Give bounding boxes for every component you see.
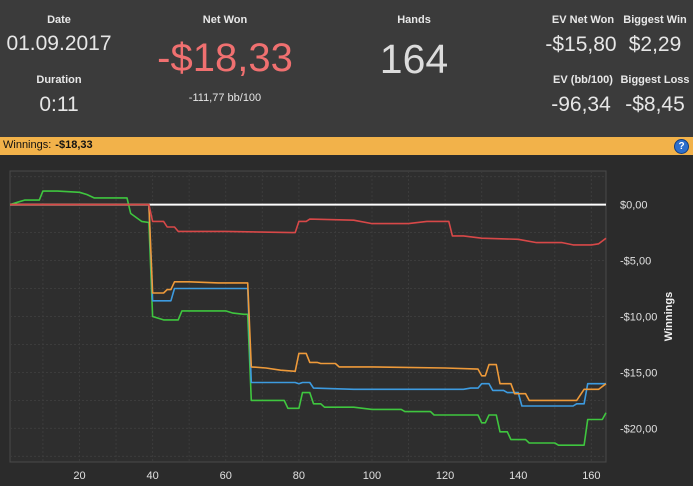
- series-line-4: [10, 203, 607, 246]
- help-icon[interactable]: ?: [674, 139, 689, 154]
- winnings-label: Winnings:: [3, 139, 52, 151]
- net-won-label: Net Won: [202, 14, 248, 26]
- x-tick-label: 160: [582, 470, 600, 482]
- biggest-win-value: $2,29: [628, 33, 682, 56]
- y-tick-label: -$15,00: [620, 367, 657, 379]
- winnings-value: -$18,33: [55, 139, 93, 151]
- ev-net-won-label: EV Net Won: [551, 14, 615, 26]
- y-tick-label: -$10,00: [620, 312, 657, 324]
- x-tick-label: 60: [220, 470, 232, 482]
- y-axis-label: Winnings: [663, 292, 675, 341]
- hands-value: 164: [379, 36, 449, 82]
- y-tick-label: -$20,00: [620, 423, 657, 435]
- x-tick-label: 40: [146, 470, 158, 482]
- y-tick-label: -$5,00: [620, 256, 651, 268]
- net-won-bb-value: -111,77 bb/100: [188, 92, 262, 104]
- duration-value: 0:11: [39, 93, 79, 116]
- x-tick-label: 80: [293, 470, 305, 482]
- x-tick-label: 100: [363, 470, 381, 482]
- x-tick-label: 120: [436, 470, 454, 482]
- duration-label: Duration: [36, 74, 82, 86]
- biggest-win-label: Biggest Win: [623, 14, 687, 26]
- series-line-2: [10, 203, 606, 407]
- date-label: Date: [47, 14, 71, 26]
- ev-bb-value: -96,34: [551, 93, 611, 116]
- net-won-value: -$18,33: [157, 36, 293, 80]
- stats-panel: Date 01.09.2017 Duration 0:11 Net Won -$…: [0, 0, 693, 137]
- ev-net-won-value: -$15,80: [545, 33, 617, 56]
- x-tick-label: 20: [73, 470, 85, 482]
- series-line-3: [10, 203, 607, 402]
- winnings-summary: Winnings: -$18,33: [3, 139, 93, 151]
- biggest-loss-value: -$8,45: [625, 93, 685, 116]
- ev-bb-label: EV (bb/100): [553, 74, 613, 86]
- hands-label: Hands: [397, 14, 431, 26]
- x-tick-label: 140: [509, 470, 527, 482]
- biggest-loss-label: Biggest Loss: [620, 74, 690, 86]
- winnings-bar: Winnings: -$18,33 ?: [0, 137, 693, 155]
- winnings-chart-svg: 20 40 60 80 100 120 140 160 $0,00 -$5,00 -$10,00 -$…: [9, 170, 675, 482]
- y-tick-label: $0,00: [620, 200, 648, 212]
- winnings-chart: 20 40 60 80 100 120 140 160 $0,00 -$5,00 -$10,00 -$…: [0, 155, 693, 486]
- date-value: 01.09.2017: [6, 32, 112, 55]
- series-line-1: [9, 190, 607, 446]
